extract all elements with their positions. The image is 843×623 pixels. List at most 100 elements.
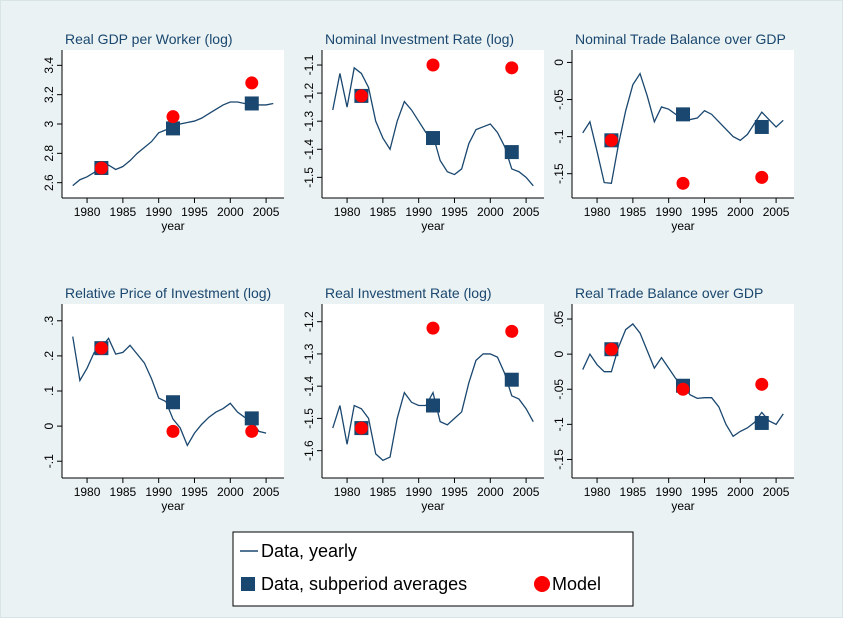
panel: Relative Price of Investment (log) .3 .2 .1… [42, 285, 284, 513]
model-marker [676, 176, 690, 190]
x-axis-label: year [421, 219, 444, 233]
x-tick-label: 1990 [145, 205, 172, 219]
model-marker [166, 424, 180, 438]
x-tick-label: 1990 [405, 485, 432, 499]
y-tick-label: -1.3 [302, 343, 316, 364]
plot-area [322, 50, 544, 198]
x-tick-label: 1980 [584, 485, 611, 499]
x-tick-label: 1990 [655, 485, 682, 499]
average-marker [504, 372, 519, 387]
x-tick-label: 1985 [110, 205, 137, 219]
x-axis-label: year [421, 499, 444, 513]
model-marker [505, 61, 519, 75]
x-tick-label: 1995 [691, 485, 718, 499]
model-marker [426, 321, 440, 335]
average-marker [166, 121, 180, 136]
panel: Real Investment Rate (log) -1.6 -1.5 -1.4 -1… [302, 285, 544, 513]
x-tick-label: 1985 [620, 205, 647, 219]
y-tick-label: -1.4 [302, 139, 316, 160]
model-marker [676, 382, 690, 396]
model-marker [94, 341, 108, 355]
panel-title: Real Trade Balance over GDP [575, 285, 763, 301]
x-axis-label: year [161, 499, 184, 513]
y-tick-label: .2 [42, 351, 56, 361]
model-marker [354, 421, 368, 435]
y-tick-label: 2.8 [42, 145, 56, 162]
x-tick-label: 1980 [334, 485, 361, 499]
model-marker [94, 161, 108, 175]
y-tick-label: 3.4 [42, 57, 56, 74]
model-marker [245, 76, 259, 90]
x-tick-label: 2000 [217, 205, 244, 219]
panel-title: Relative Price of Investment (log) [65, 285, 271, 301]
average-marker [504, 145, 519, 160]
average-marker [244, 411, 259, 426]
data-line [332, 353, 534, 462]
model-marker [245, 424, 259, 438]
x-tick-label: 2000 [477, 485, 504, 499]
x-tick-label: 2000 [217, 485, 244, 499]
x-tick-label: 2005 [253, 485, 280, 499]
y-tick-label: 3.2 [42, 86, 56, 103]
legend-label: Model [552, 574, 601, 594]
plot-area [62, 304, 284, 478]
panel-title: Real GDP per Worker (log) [65, 31, 233, 47]
legend-label: Data, subperiod averages [261, 574, 467, 594]
panel: Nominal Trade Balance over GDP 0 -.05 -.1 -.… [552, 31, 794, 233]
x-axis-label: year [161, 219, 184, 233]
x-tick-label: 2005 [513, 205, 540, 219]
model-marker [755, 377, 769, 391]
x-tick-label: 1990 [405, 205, 432, 219]
average-marker [676, 107, 690, 122]
y-tick-label: 0 [552, 350, 566, 357]
y-tick-label: -1.2 [302, 311, 316, 332]
model-marker [354, 89, 368, 103]
y-tick-label: .05 [552, 310, 566, 327]
x-tick-label: 2005 [513, 485, 540, 499]
y-tick-label: .1 [42, 386, 56, 396]
panel-title: Nominal Investment Rate (log) [325, 31, 514, 47]
y-tick-label: 2.6 [42, 174, 56, 191]
x-axis-label: year [671, 219, 694, 233]
y-tick-label: 0 [552, 59, 566, 66]
panel-title: Nominal Trade Balance over GDP [575, 31, 786, 47]
y-tick-label: -1.5 [302, 167, 316, 188]
x-tick-label: 1985 [110, 485, 137, 499]
y-tick-label: -.15 [552, 449, 566, 470]
x-tick-label: 2005 [253, 205, 280, 219]
y-tick-label: .3 [42, 315, 56, 325]
model-marker [426, 58, 440, 72]
y-tick-label: 0 [42, 422, 56, 429]
x-tick-label: 1985 [370, 485, 397, 499]
average-marker [244, 96, 259, 111]
model-marker [755, 170, 769, 184]
x-tick-label: 1995 [441, 485, 468, 499]
model-marker [604, 133, 618, 147]
x-tick-label: 1980 [74, 485, 101, 499]
x-tick-label: 2000 [727, 205, 754, 219]
x-tick-label: 1995 [691, 205, 718, 219]
x-axis-label: year [671, 499, 694, 513]
y-tick-label: -1.1 [302, 54, 316, 75]
panels: Real GDP per Worker (log) 2.6 2.8 3 3.2 3.4 19… [42, 31, 794, 513]
legend-circle-swatch [534, 576, 550, 592]
y-tick-label: -1.3 [302, 111, 316, 132]
y-tick-label: -1.6 [302, 440, 316, 461]
y-tick-label: -1.4 [302, 376, 316, 397]
panel-title: Real Investment Rate (log) [325, 285, 492, 301]
x-tick-label: 2005 [763, 205, 790, 219]
y-tick-label: -.05 [552, 379, 566, 400]
panel: Real Trade Balance over GDP .05 0 -.05 -.1 -.… [552, 285, 794, 513]
y-tick-label: -.15 [552, 163, 566, 184]
y-tick-label: -1.2 [302, 82, 316, 103]
x-tick-label: 2005 [763, 485, 790, 499]
legend-label: Data, yearly [261, 541, 357, 561]
x-tick-label: 1985 [370, 205, 397, 219]
x-tick-label: 2000 [727, 485, 754, 499]
y-tick-label: -.05 [552, 89, 566, 110]
model-marker [166, 110, 180, 124]
y-tick-label: -.1 [42, 454, 56, 468]
x-tick-label: 1990 [655, 205, 682, 219]
panel: Real GDP per Worker (log) 2.6 2.8 3 3.2 3.4 19… [42, 31, 284, 233]
